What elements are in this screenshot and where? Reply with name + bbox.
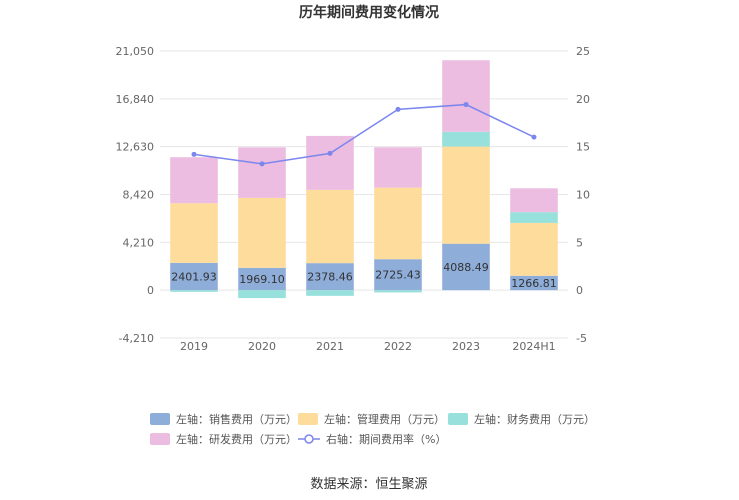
- data-label: 2378.46: [307, 271, 353, 284]
- data-label: 1969.10: [239, 273, 285, 286]
- bar-segment-2: [442, 146, 490, 244]
- bar-segment-3: [442, 131, 490, 147]
- bar-segment-1: [510, 275, 558, 291]
- bar-segment-1: [170, 262, 218, 291]
- bar-segment-4: [238, 147, 286, 198]
- data-label: 1266.81: [511, 277, 557, 290]
- right-tick-label: -5: [576, 332, 587, 345]
- bar-segment-3: [238, 290, 286, 299]
- bar-segment-3: [374, 290, 422, 293]
- source-text: 数据来源：恒生聚源: [310, 477, 427, 492]
- left-tick-label: 0: [147, 284, 154, 297]
- left-axis-ticks: -4,210 0 4,210 8,420 12,630 16,840 21,050: [116, 45, 155, 345]
- bar-segment-2: [374, 187, 422, 260]
- x-tick-label: 2022: [384, 340, 412, 353]
- bar-segment-3: [510, 212, 558, 223]
- rate-line: [191, 102, 537, 167]
- left-tick-label: 21,050: [116, 45, 155, 58]
- bar-segment-3: [170, 290, 218, 292]
- left-tick-label: 8,420: [123, 189, 155, 202]
- rate-point: [191, 151, 197, 157]
- right-tick-label: 10: [576, 189, 590, 202]
- grid: [160, 50, 568, 339]
- legend: 左轴：销售费用（万元） 左轴：管理费用（万元） 左轴：财务费用（万元） 左轴：研发费用…: [150, 412, 595, 446]
- bar-segment-1: [306, 263, 354, 291]
- bar-segment-2: [238, 197, 286, 268]
- right-tick-label: 0: [576, 284, 583, 297]
- bar-segment-4: [442, 60, 490, 132]
- right-axis-ticks: -5 0 5 10 15 20 25: [576, 45, 590, 345]
- rate-point: [259, 161, 265, 167]
- legend-swatch: [448, 413, 468, 425]
- right-tick-label: 20: [576, 93, 590, 106]
- right-tick-label: 15: [576, 141, 590, 154]
- data-label: 4088.49: [443, 261, 489, 274]
- x-tick-label: 2021: [316, 340, 344, 353]
- legend-label: 左轴：销售费用（万元）: [176, 412, 297, 426]
- legend-line-marker: [304, 434, 314, 444]
- bar-segment-1: [442, 243, 490, 291]
- left-tick-label: -4,210: [119, 332, 154, 345]
- data-labels: 2401.93 1969.10 2378.46 2725.43 4088.49 1266.…: [171, 261, 557, 290]
- x-axis-ticks: 2019 2020 2021 2022 2023 2024H1: [180, 340, 556, 353]
- legend-label: 左轴：管理费用（万元）: [324, 412, 445, 426]
- left-tick-label: 4,210: [123, 236, 155, 249]
- data-label: 2401.93: [171, 271, 217, 284]
- rate-point: [395, 106, 401, 112]
- legend-swatch: [298, 413, 318, 425]
- x-tick-label: 2023: [452, 340, 480, 353]
- bars: [170, 60, 558, 299]
- left-tick-label: 12,630: [116, 141, 155, 154]
- legend-label: 左轴：财务费用（万元）: [474, 412, 595, 426]
- chart-title: 历年期间费用变化情况: [299, 4, 439, 21]
- x-tick-label: 2019: [180, 340, 208, 353]
- bar-segment-4: [510, 188, 558, 213]
- legend-swatch: [150, 413, 170, 425]
- bar-segment-2: [306, 189, 354, 264]
- bar-segment-1: [238, 267, 286, 291]
- bar-segment-2: [170, 203, 218, 263]
- rate-point: [463, 102, 469, 108]
- right-tick-label: 5: [576, 236, 583, 249]
- right-tick-label: 25: [576, 45, 590, 58]
- bar-segment-4: [170, 157, 218, 204]
- bar-segment-1: [374, 259, 422, 291]
- x-tick-label: 2024H1: [512, 340, 555, 353]
- rate-line-path: [193, 103, 535, 165]
- legend-label: 右轴：期间费用率（%）: [326, 432, 446, 446]
- bar-segment-3: [306, 290, 354, 296]
- rate-point: [327, 150, 333, 156]
- legend-label: 左轴：研发费用（万元）: [176, 432, 297, 446]
- x-tick-label: 2020: [248, 340, 276, 353]
- bar-segment-4: [374, 147, 422, 188]
- left-tick-label: 16,840: [116, 93, 155, 106]
- data-label: 2725.43: [375, 269, 421, 282]
- bar-segment-4: [306, 135, 354, 190]
- legend-swatch: [150, 433, 170, 445]
- bar-segment-2: [510, 222, 558, 276]
- rate-point: [531, 134, 537, 140]
